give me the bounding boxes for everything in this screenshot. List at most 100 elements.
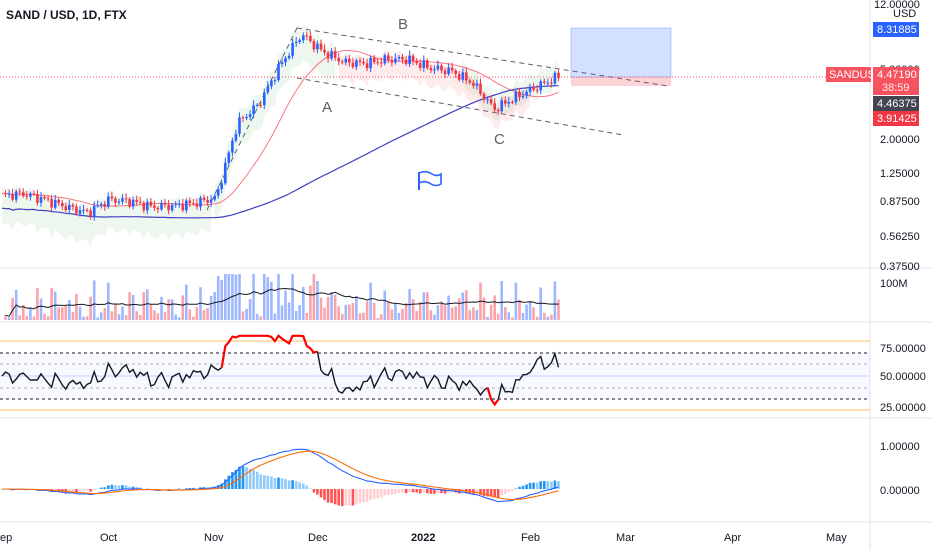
candle-body: [507, 102, 511, 104]
candle-body: [29, 193, 32, 197]
candle-body: [397, 57, 401, 59]
flag-icon[interactable]: [418, 170, 442, 190]
volume-bar: [486, 316, 489, 320]
candle-body: [511, 102, 514, 103]
candle-body: [486, 99, 489, 101]
macd-histogram-bar: [96, 488, 99, 490]
volume-bar: [528, 300, 532, 320]
volume-bar: [7, 317, 11, 320]
time-label: May: [826, 532, 847, 544]
volume-bar: [128, 292, 131, 320]
macd-histogram-bar: [514, 487, 518, 489]
macd-histogram-bar: [259, 474, 262, 489]
candle-body: [518, 91, 521, 98]
time-label: 2022: [411, 532, 435, 544]
time-axis[interactable]: ep Oct Nov Dec 2022 Feb Mar Apr May: [0, 532, 847, 544]
macd-histogram-bar: [521, 485, 525, 489]
volume-bar: [326, 296, 330, 320]
candle-body: [355, 60, 358, 67]
volume-bar: [234, 274, 238, 320]
rsi-segment: [220, 334, 318, 368]
candle-body: [96, 205, 99, 207]
candle-body: [64, 206, 68, 211]
candle-body: [39, 197, 43, 203]
macd-histogram-bar: [475, 489, 479, 494]
macd-histogram-bar: [57, 489, 60, 492]
candle-body: [121, 198, 124, 202]
volume-bar: [426, 292, 429, 320]
candle-body: [174, 203, 177, 205]
macd-pane: [0, 448, 560, 507]
position-stop-zone[interactable]: [571, 77, 671, 86]
volume-bar: [149, 304, 153, 320]
candle-body: [22, 192, 25, 196]
macd-histogram-bar: [415, 489, 418, 493]
price-tag-box: [873, 22, 919, 37]
candle-body: [390, 60, 394, 63]
price-tag-box: [873, 67, 919, 95]
candle-body: [291, 42, 294, 56]
volume-bar: [135, 311, 138, 320]
macd-histogram-bar: [92, 489, 96, 490]
price-tag-label: 3.91425: [877, 113, 917, 125]
symbol-tag-box: [826, 67, 871, 82]
candle-body: [156, 207, 160, 210]
candle-body: [309, 36, 312, 41]
volume-axis-label: 100M: [880, 278, 908, 290]
macd-histogram-bar: [397, 489, 401, 493]
candles: [4, 31, 560, 221]
candle-body: [514, 91, 518, 103]
trend-line: [206, 27, 298, 211]
macd-histogram-bar: [440, 489, 443, 494]
position-target-zone[interactable]: [570, 27, 672, 78]
macd-histogram-bar: [511, 489, 514, 491]
price-tag-label: 8.31885: [877, 24, 917, 36]
candle-body: [92, 205, 96, 217]
volume-bar: [496, 313, 500, 320]
macd-histogram-bar: [277, 477, 280, 489]
volume-bar: [422, 292, 426, 320]
candle-body: [142, 202, 146, 211]
volume-bar: [550, 314, 553, 320]
volume-bar: [312, 274, 316, 320]
macd-histogram-bar: [443, 489, 447, 494]
candle-body: [199, 197, 202, 207]
candle-body: [401, 57, 404, 60]
candle-body: [351, 62, 355, 67]
volume-bar: [68, 300, 71, 320]
macd-histogram-bar: [252, 469, 255, 489]
macd-histogram-bar: [408, 489, 411, 492]
candle-body: [167, 204, 170, 211]
volume-bar: [64, 304, 68, 320]
price-axis[interactable]: 12.00000 USD 5.00000 2.00000 1.25000 0.8…: [874, 0, 920, 273]
volume-bar: [107, 282, 110, 320]
candle-body: [528, 86, 532, 92]
candle-body: [543, 81, 546, 83]
candle-body: [248, 114, 252, 117]
volume-bar: [280, 305, 284, 320]
candle-body: [252, 105, 255, 115]
macd-histogram-bar: [302, 483, 305, 489]
macd-histogram-bar: [351, 489, 355, 506]
volume-bar: [78, 306, 82, 320]
candle-body: [316, 43, 319, 50]
candle-body: [82, 209, 85, 211]
candle-body: [220, 183, 223, 190]
volume-bar: [266, 277, 270, 320]
macd-histogram-bar: [404, 489, 408, 494]
macd-histogram-bar: [436, 489, 440, 493]
volume-bar: [511, 317, 514, 320]
candle-body: [461, 72, 465, 80]
volume-bar: [22, 305, 25, 320]
macd-histogram-bar: [128, 486, 131, 489]
candle-body: [107, 196, 110, 207]
volume-bar: [11, 297, 14, 320]
price-tag-label: 4.46375: [877, 98, 917, 110]
price-tag-box: [873, 96, 919, 111]
volume-bar: [199, 287, 202, 320]
candle-body: [170, 204, 174, 211]
candle-body: [418, 63, 422, 68]
macd-histogram-bar: [220, 483, 223, 489]
macd-signal-line: [2, 450, 559, 501]
